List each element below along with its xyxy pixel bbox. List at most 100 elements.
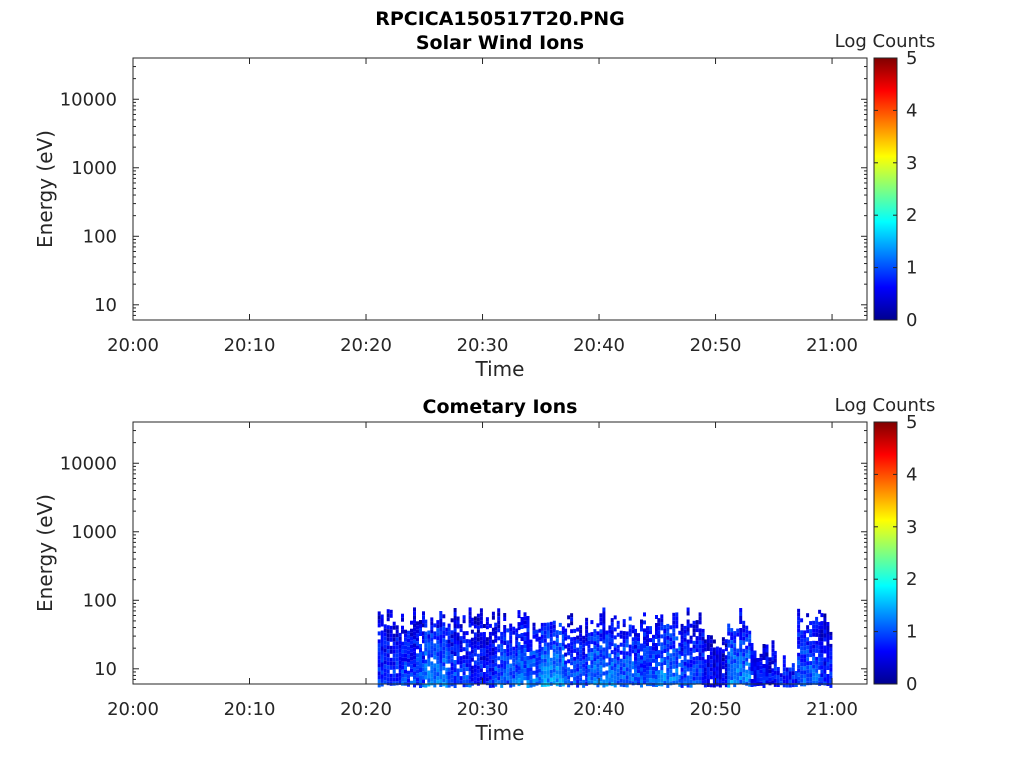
spectrogram-cell [462, 647, 466, 652]
spectrogram-cell [756, 670, 760, 674]
x-tick-label: 20:40 [573, 335, 625, 356]
spectrogram-cell [815, 676, 819, 681]
spectrogram-cell [552, 652, 556, 657]
spectrogram-cell [721, 649, 725, 654]
spectrogram-cell [759, 661, 763, 666]
spectrogram-cell [445, 643, 449, 648]
spectrogram-cell [692, 656, 696, 661]
spectrogram-cell [450, 638, 454, 643]
spectrogram-cell [829, 643, 833, 648]
spectrogram-cell [771, 680, 775, 685]
spectrogram-cell [616, 656, 620, 661]
spectrogram-cell [649, 650, 652, 655]
spectrogram-cell [517, 626, 521, 631]
spectrogram-cell [506, 628, 510, 633]
y-tick-label: 100 [83, 226, 117, 247]
spectrogram-cell [468, 611, 472, 616]
spectrogram-cell [809, 649, 813, 654]
spectrogram-cell [491, 663, 495, 668]
spectrogram-cell [503, 613, 507, 617]
spectrogram-cell [599, 657, 603, 662]
spectrogram-cell [445, 639, 449, 644]
spectrogram-cell [703, 671, 707, 676]
spectrogram-cell [436, 660, 440, 665]
spectrogram-cell [445, 667, 449, 672]
spectrogram-cell [427, 646, 431, 651]
spectrogram-cell [745, 657, 749, 662]
spectrogram-cell [675, 636, 679, 641]
spectrogram-cell [512, 670, 516, 675]
spectrogram-cell [634, 632, 637, 637]
spectrogram-cell [546, 666, 550, 671]
spectrogram-cell [526, 624, 530, 628]
spectrogram-cell [643, 664, 646, 669]
spectrogram-cell [419, 684, 422, 688]
spectrogram-cell [546, 674, 550, 679]
spectrogram-cell [680, 675, 684, 680]
spectrogram-cell [698, 648, 702, 653]
spectrogram-cell [637, 649, 640, 654]
spectrogram-cell [826, 630, 830, 634]
spectrogram-cell [646, 650, 649, 655]
spectrogram-cell [646, 630, 649, 635]
spectrogram-cell [706, 655, 710, 659]
spectrogram-cell [605, 646, 609, 651]
spectrogram-cell [570, 657, 574, 662]
spectrogram-cell [450, 650, 454, 655]
spectrogram-cell [535, 637, 539, 642]
x-tick-label: 20:00 [107, 699, 159, 720]
spectrogram-cell [485, 649, 489, 654]
spectrogram-cell [596, 647, 600, 652]
spectrogram-cell [701, 632, 705, 637]
spectrogram-cell [482, 648, 486, 652]
spectrogram-cell [491, 639, 495, 644]
spectrogram-cell [462, 631, 466, 636]
spectrogram-cell [680, 623, 684, 628]
spectrogram-cell [497, 656, 501, 661]
spectrogram-cell [392, 625, 396, 630]
spectrogram-cell [509, 679, 513, 684]
spectrogram-cell [540, 622, 544, 627]
spectrogram-cell [456, 644, 460, 649]
spectrogram-cell [482, 656, 486, 660]
spectrogram-cell [509, 671, 513, 676]
colorbar [874, 422, 897, 684]
spectrogram-cell [549, 621, 553, 626]
spectrogram-cell [675, 648, 679, 653]
spectrogram-cell [815, 668, 819, 673]
spectrogram-cell [442, 658, 446, 663]
spectrogram-cell [389, 637, 393, 642]
spectrogram-cell [826, 658, 830, 662]
spectrogram-cell [683, 625, 687, 630]
spectrogram-cell [608, 661, 612, 666]
spectrogram-cell [652, 654, 655, 659]
spectrogram-cell [485, 669, 489, 674]
spectrogram-cell [782, 663, 786, 668]
spectrogram-cell [479, 612, 483, 617]
spectrogram-cell [561, 638, 565, 643]
spectrogram-cell [709, 683, 713, 688]
spectrogram-cell [430, 677, 434, 682]
spectrogram-cell [413, 611, 416, 616]
spectrogram-cell [512, 630, 516, 635]
spectrogram-cell [637, 673, 640, 678]
spectrogram-cell [520, 649, 524, 653]
spectrogram-cell [739, 644, 743, 648]
spectrogram-cell [657, 654, 661, 659]
spectrogram-cell [439, 623, 443, 627]
spectrogram-cell [520, 665, 524, 669]
spectrogram-cell [646, 634, 649, 639]
spectrogram-cell [416, 653, 419, 658]
spectrogram-cell [497, 676, 501, 681]
y-tick-label: 1000 [71, 158, 117, 179]
spectrogram-cell [543, 638, 547, 643]
spectrogram-cell [712, 683, 716, 688]
spectrogram-cell [380, 662, 384, 667]
spectrogram-cell [762, 652, 766, 656]
spectrogram-cell [826, 638, 830, 642]
spectrogram-cell [800, 646, 804, 651]
spectrogram-cell [407, 630, 410, 635]
spectrogram-cell [419, 628, 422, 632]
spectrogram-cell [479, 636, 483, 641]
spectrogram-cell [555, 634, 559, 639]
